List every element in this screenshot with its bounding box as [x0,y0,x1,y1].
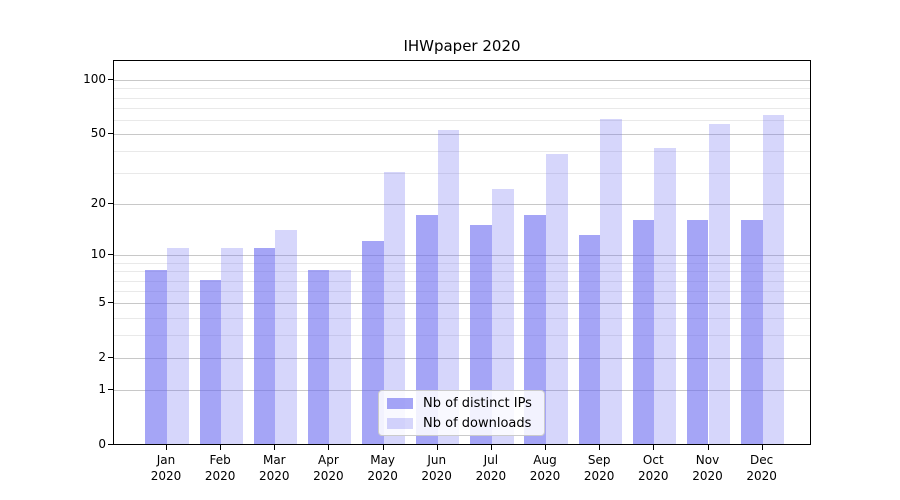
y-tick-mark-2 [108,357,113,359]
x-tick-label-dec: Dec 2020 [746,453,777,483]
y-tick-label-5: 5 [98,295,106,310]
bar-downloads-jun [437,130,460,444]
bar-downloads-apr [329,270,352,444]
y-tick-label-1: 1 [98,382,106,397]
chart-title: IHWpaper 2020 [403,37,521,55]
y-tick-mark-5 [108,302,113,304]
gridline-minor-7 [114,280,810,282]
gridline-minor-6 [114,291,810,293]
x-tick-mark-jul [490,445,492,450]
gridline-minor-30 [114,173,810,175]
gridline-minor-3 [114,335,810,337]
bar-distinct-ips-mar [253,247,276,444]
gridline-minor-70 [114,107,810,109]
x-tick-mark-jan [166,445,167,450]
x-tick-label-jan: Jan 2020 [150,453,182,483]
bar-distinct-ips-oct [632,219,655,444]
y-tick-mark-10 [108,254,113,256]
legend-swatch-distinct-ips [387,397,413,409]
x-tick-mark-apr [328,445,330,450]
x-tick-mark-feb [220,445,222,450]
y-tick-label-20: 20 [90,196,106,211]
bar-distinct-ips-aug [524,215,547,444]
y-tick-mark-20 [108,203,113,205]
legend-label-distinct-ips: Nb of distinct IPs [423,395,532,411]
x-tick-mark-may [382,445,384,450]
bar-downloads-sep [600,118,622,444]
y-tick-label-100: 100 [83,72,106,86]
gridline-minor-60 [114,119,810,121]
legend-swatch-downloads [387,417,413,429]
x-tick-label-feb: Feb 2020 [204,453,236,483]
bar-downloads-may [383,172,406,444]
x-tick-mark-jun [436,445,438,450]
legend-item-distinct-ips: Nb of distinct IPs [387,396,544,411]
x-tick-label-mar: Mar 2020 [259,453,290,483]
legend-label-downloads: Nb of downloads [423,415,532,431]
bar-distinct-ips-feb [199,279,222,444]
y-tick-mark-0 [108,444,113,445]
bar-distinct-ips-dec [740,219,763,444]
legend-item-downloads: Nb of downloads [387,416,544,431]
bar-distinct-ips-jun [416,215,438,444]
x-tick-label-sep: Sep 2020 [583,453,615,483]
bar-downloads-mar [275,229,297,444]
y-tick-label-10: 10 [90,247,106,262]
x-tick-label-jun: Jun 2020 [421,453,452,483]
bar-distinct-ips-jan [145,270,167,444]
gridline-minor-40 [114,151,810,153]
gridline-major-100 [114,80,810,81]
bar-distinct-ips-nov [686,219,709,444]
bar-distinct-ips-sep [578,235,601,444]
x-tick-mark-sep [599,445,601,450]
gridline-minor-8 [114,271,810,273]
gridline-minor-4 [114,317,810,319]
x-tick-mark-mar [274,445,276,450]
plot-area [113,60,811,445]
x-tick-label-oct: Oct 2020 [638,453,669,483]
bar-downloads-aug [546,154,568,444]
gridline-major-2 [114,358,810,360]
bar-distinct-ips-jul [470,224,492,444]
x-tick-label-nov: Nov 2020 [692,453,723,483]
y-tick-label-2: 2 [98,350,106,365]
y-tick-mark-100 [108,79,113,80]
y-tick-mark-1 [108,389,113,391]
x-tick-label-jul: Jul 2020 [475,453,507,483]
x-tick-label-may: May 2020 [367,453,398,483]
bar-downloads-nov [708,124,731,444]
bar-downloads-jul [491,189,514,444]
x-tick-mark-oct [653,445,655,450]
gridline-major-5 [114,303,810,305]
bar-downloads-jan [167,247,189,444]
gridline-minor-80 [114,97,810,99]
y-tick-mark-50 [108,133,113,135]
x-tick-label-aug: Aug 2020 [529,453,561,483]
bar-downloads-feb [221,247,243,444]
bar-downloads-dec [762,115,785,444]
gridline-major-20 [114,204,810,206]
y-tick-label-50: 50 [90,126,106,141]
x-tick-mark-dec [761,445,763,450]
x-tick-mark-aug [545,445,546,450]
gridline-major-10 [114,255,810,257]
x-tick-label-apr: Apr 2020 [313,453,344,483]
gridline-minor-90 [114,88,810,90]
x-tick-mark-nov [707,445,709,450]
gridline-minor-9 [114,262,810,264]
y-tick-label-0: 0 [98,437,106,451]
bar-downloads-oct [654,148,676,444]
bar-distinct-ips-apr [307,270,330,444]
gridline-major-50 [114,134,810,136]
legend: Nb of distinct IPs Nb of downloads [378,390,545,436]
